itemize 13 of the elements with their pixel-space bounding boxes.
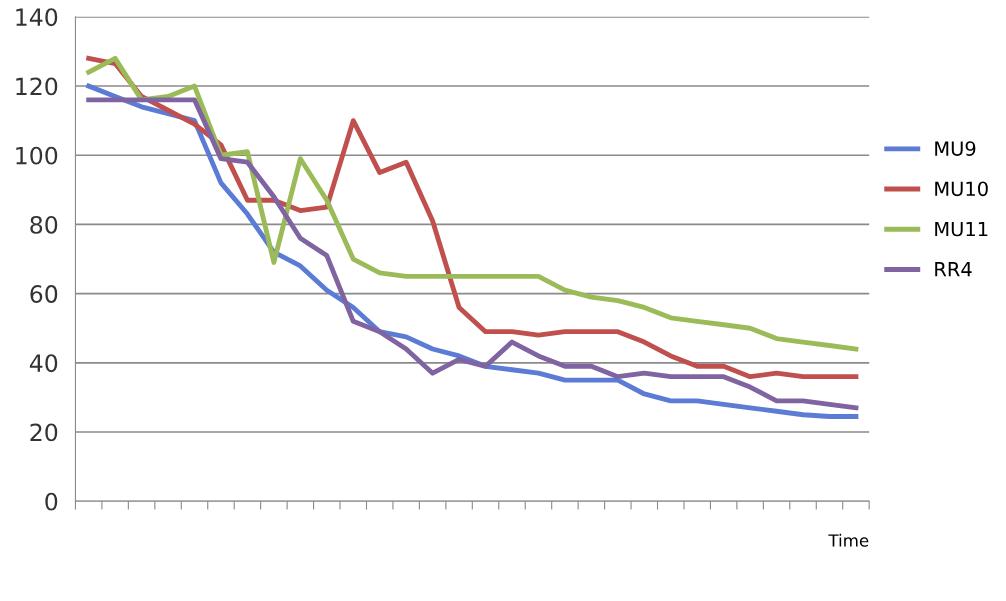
x-axis-title: Time: [828, 533, 869, 547]
y-tick-label: 120: [16, 77, 58, 96]
legend-label: MU10: [935, 181, 988, 197]
y-tick-label: 140: [16, 8, 58, 27]
y-tick-label: 80: [30, 215, 58, 234]
y-tick-label: 20: [30, 423, 58, 442]
y-tick-label: 60: [30, 285, 58, 303]
legend-label: MU11: [935, 221, 988, 237]
y-tick-label: 100: [16, 146, 58, 165]
y-tick-label: 0: [45, 492, 58, 511]
y-tick-label: 40: [29, 354, 58, 373]
legend-label: MU9: [935, 141, 976, 156]
legend-label: RR4: [935, 262, 972, 277]
